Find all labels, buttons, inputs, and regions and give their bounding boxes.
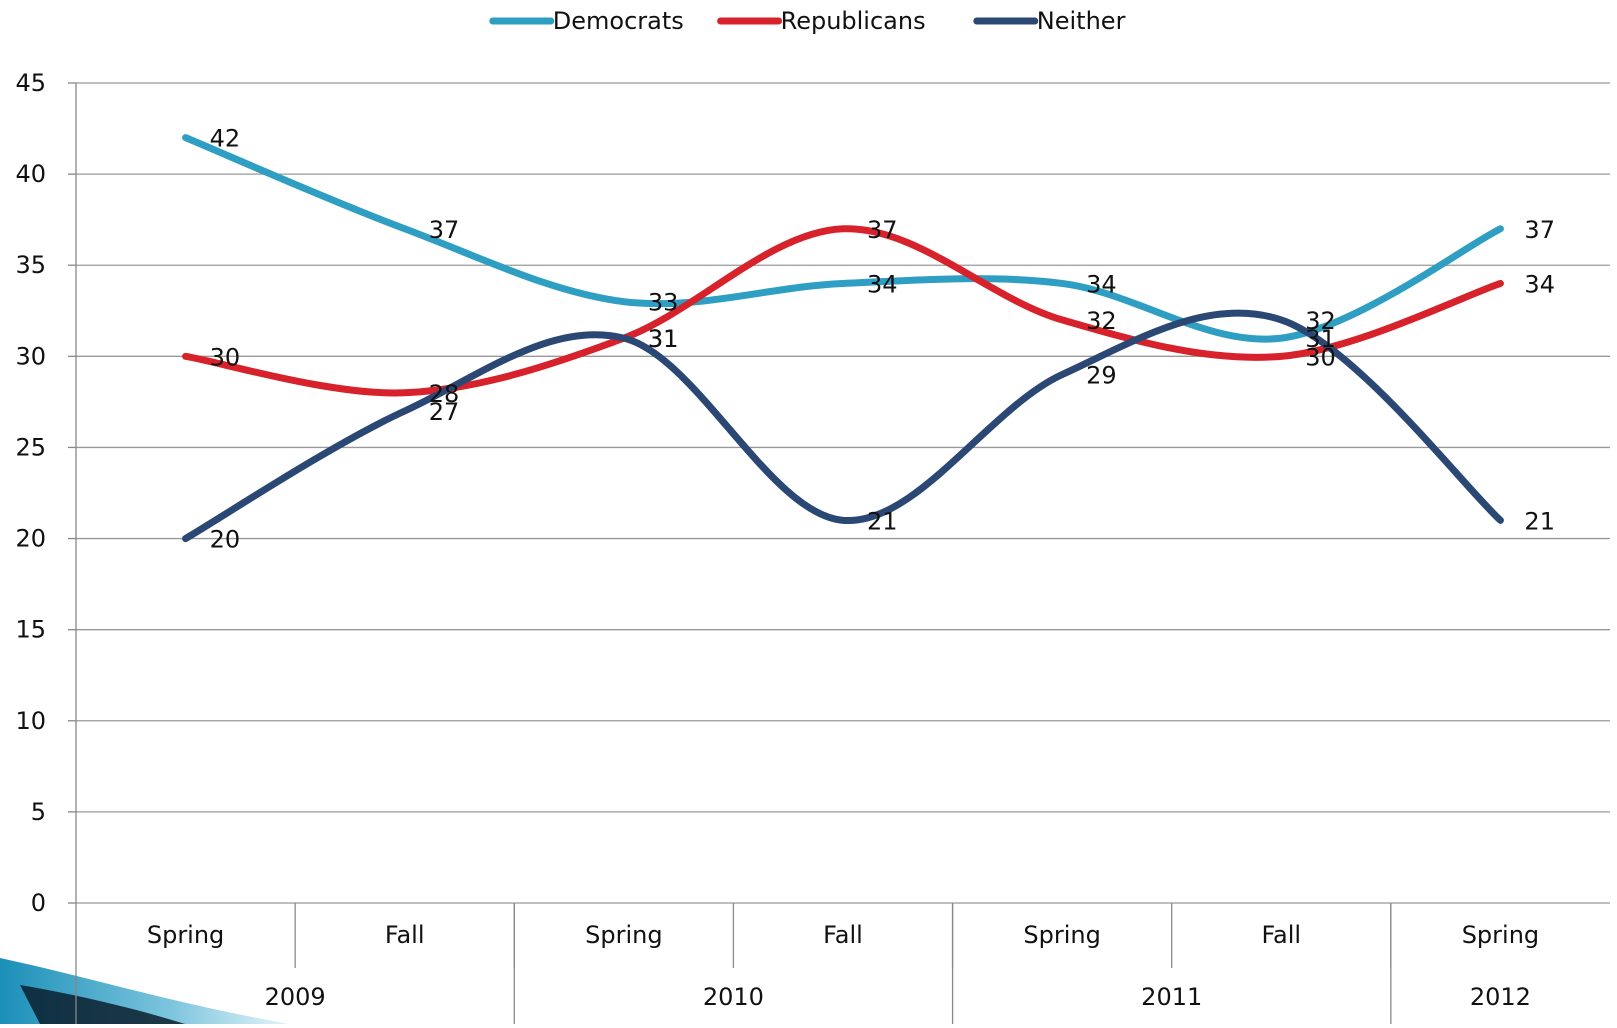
data-label-democrats: 34 — [867, 270, 898, 298]
data-label-neither: 31 — [648, 325, 679, 353]
y-tick-label: 0 — [31, 889, 46, 917]
x-category-label: Spring — [147, 921, 224, 949]
legend-label-neither: Neither — [1037, 7, 1126, 35]
data-label-republicans: 28 — [429, 380, 460, 408]
data-label-neither: 21 — [867, 507, 898, 535]
data-label-democrats: 34 — [1086, 270, 1117, 298]
x-group-label: 2009 — [265, 983, 326, 1011]
corner-decoration — [0, 958, 290, 1024]
series-line-democrats — [182, 134, 1504, 343]
series — [182, 134, 1504, 543]
y-tick-label: 40 — [15, 160, 46, 188]
y-tick-label: 5 — [31, 798, 46, 826]
series-line-republicans — [182, 225, 1504, 397]
y-tick-label: 25 — [15, 433, 46, 461]
data-label-republicans: 30 — [1305, 343, 1336, 371]
x-category-label: Fall — [1261, 921, 1301, 949]
data-label-democrats: 37 — [429, 216, 460, 244]
x-category-label: Spring — [585, 921, 662, 949]
data-label-neither: 27 — [429, 398, 460, 426]
data-label-neither: 29 — [1086, 362, 1117, 390]
data-label-neither: 32 — [1305, 307, 1336, 335]
data-label-neither: 20 — [210, 526, 241, 554]
data-label-democrats: 33 — [648, 289, 679, 317]
x-group-label: 2011 — [1141, 983, 1202, 1011]
data-label-neither: 21 — [1524, 507, 1555, 535]
axes: 0 5 10 15 20 25 30 35 40 45 Spring Fall Spring Fall Sp… — [15, 69, 1539, 1024]
x-category-label: Fall — [385, 921, 425, 949]
legend-label-republicans: Republicans — [781, 7, 926, 35]
y-tick-label: 30 — [15, 342, 46, 370]
data-label-republicans: 37 — [867, 216, 898, 244]
y-tick-label: 35 — [15, 251, 46, 279]
y-tick-label: 20 — [15, 525, 46, 553]
y-tick-label: 15 — [15, 616, 46, 644]
data-label-republicans: 30 — [210, 343, 241, 371]
data-label-democrats: 31 — [1305, 325, 1336, 353]
x-group-label: 2012 — [1470, 983, 1531, 1011]
x-group-label: 2010 — [703, 983, 764, 1011]
legend: Democrats Republicans Neither — [489, 7, 1126, 35]
data-label-democrats: 37 — [1524, 216, 1555, 244]
y-tick-label: 45 — [15, 69, 46, 97]
y-tick-label: 10 — [15, 707, 46, 735]
data-label-republicans: 34 — [1524, 270, 1555, 298]
data-label-republicans: 32 — [1086, 307, 1117, 335]
x-category-label: Spring — [1023, 921, 1100, 949]
series-line-neither — [182, 309, 1504, 543]
data-label-democrats: 42 — [210, 125, 241, 153]
data-label-republicans: 31 — [648, 325, 679, 353]
x-category-label: Fall — [823, 921, 863, 949]
x-category-label: Spring — [1462, 921, 1539, 949]
grid — [76, 82, 1610, 904]
legend-label-democrats: Democrats — [553, 7, 684, 35]
